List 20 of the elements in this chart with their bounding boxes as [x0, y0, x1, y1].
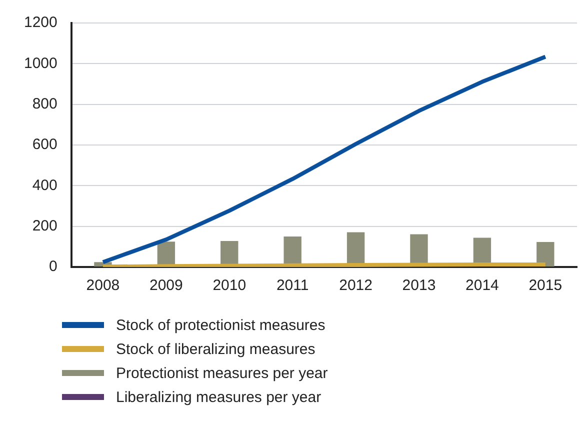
- y-tick-label: 0: [49, 258, 58, 276]
- x-tick-label: 2009: [149, 277, 183, 294]
- legend-label: Protectionist measures per year: [116, 364, 328, 382]
- legend-label: Stock of protectionist measures: [116, 316, 326, 334]
- x-tick-label: 2012: [339, 277, 372, 294]
- y-tick-label: 1000: [24, 54, 58, 72]
- x-tick-label: 2010: [212, 277, 246, 294]
- x-tick-label: 2011: [276, 277, 309, 294]
- y-tick-label: 400: [32, 176, 58, 194]
- bar: [536, 242, 554, 266]
- x-tick-label: 2015: [528, 277, 562, 294]
- y-tick-label: 600: [32, 136, 58, 154]
- legend-label: Liberalizing measures per year: [116, 388, 322, 406]
- y-tick-label: 800: [32, 95, 58, 112]
- y-tick-label: 1200: [24, 14, 58, 32]
- y-tick-label: 200: [32, 217, 58, 234]
- x-tick-label: 2008: [86, 277, 120, 294]
- legend-label: Stock of liberalizing measures: [116, 340, 316, 358]
- x-tick-label: 2013: [402, 277, 436, 294]
- x-tick-label: 2014: [466, 277, 499, 294]
